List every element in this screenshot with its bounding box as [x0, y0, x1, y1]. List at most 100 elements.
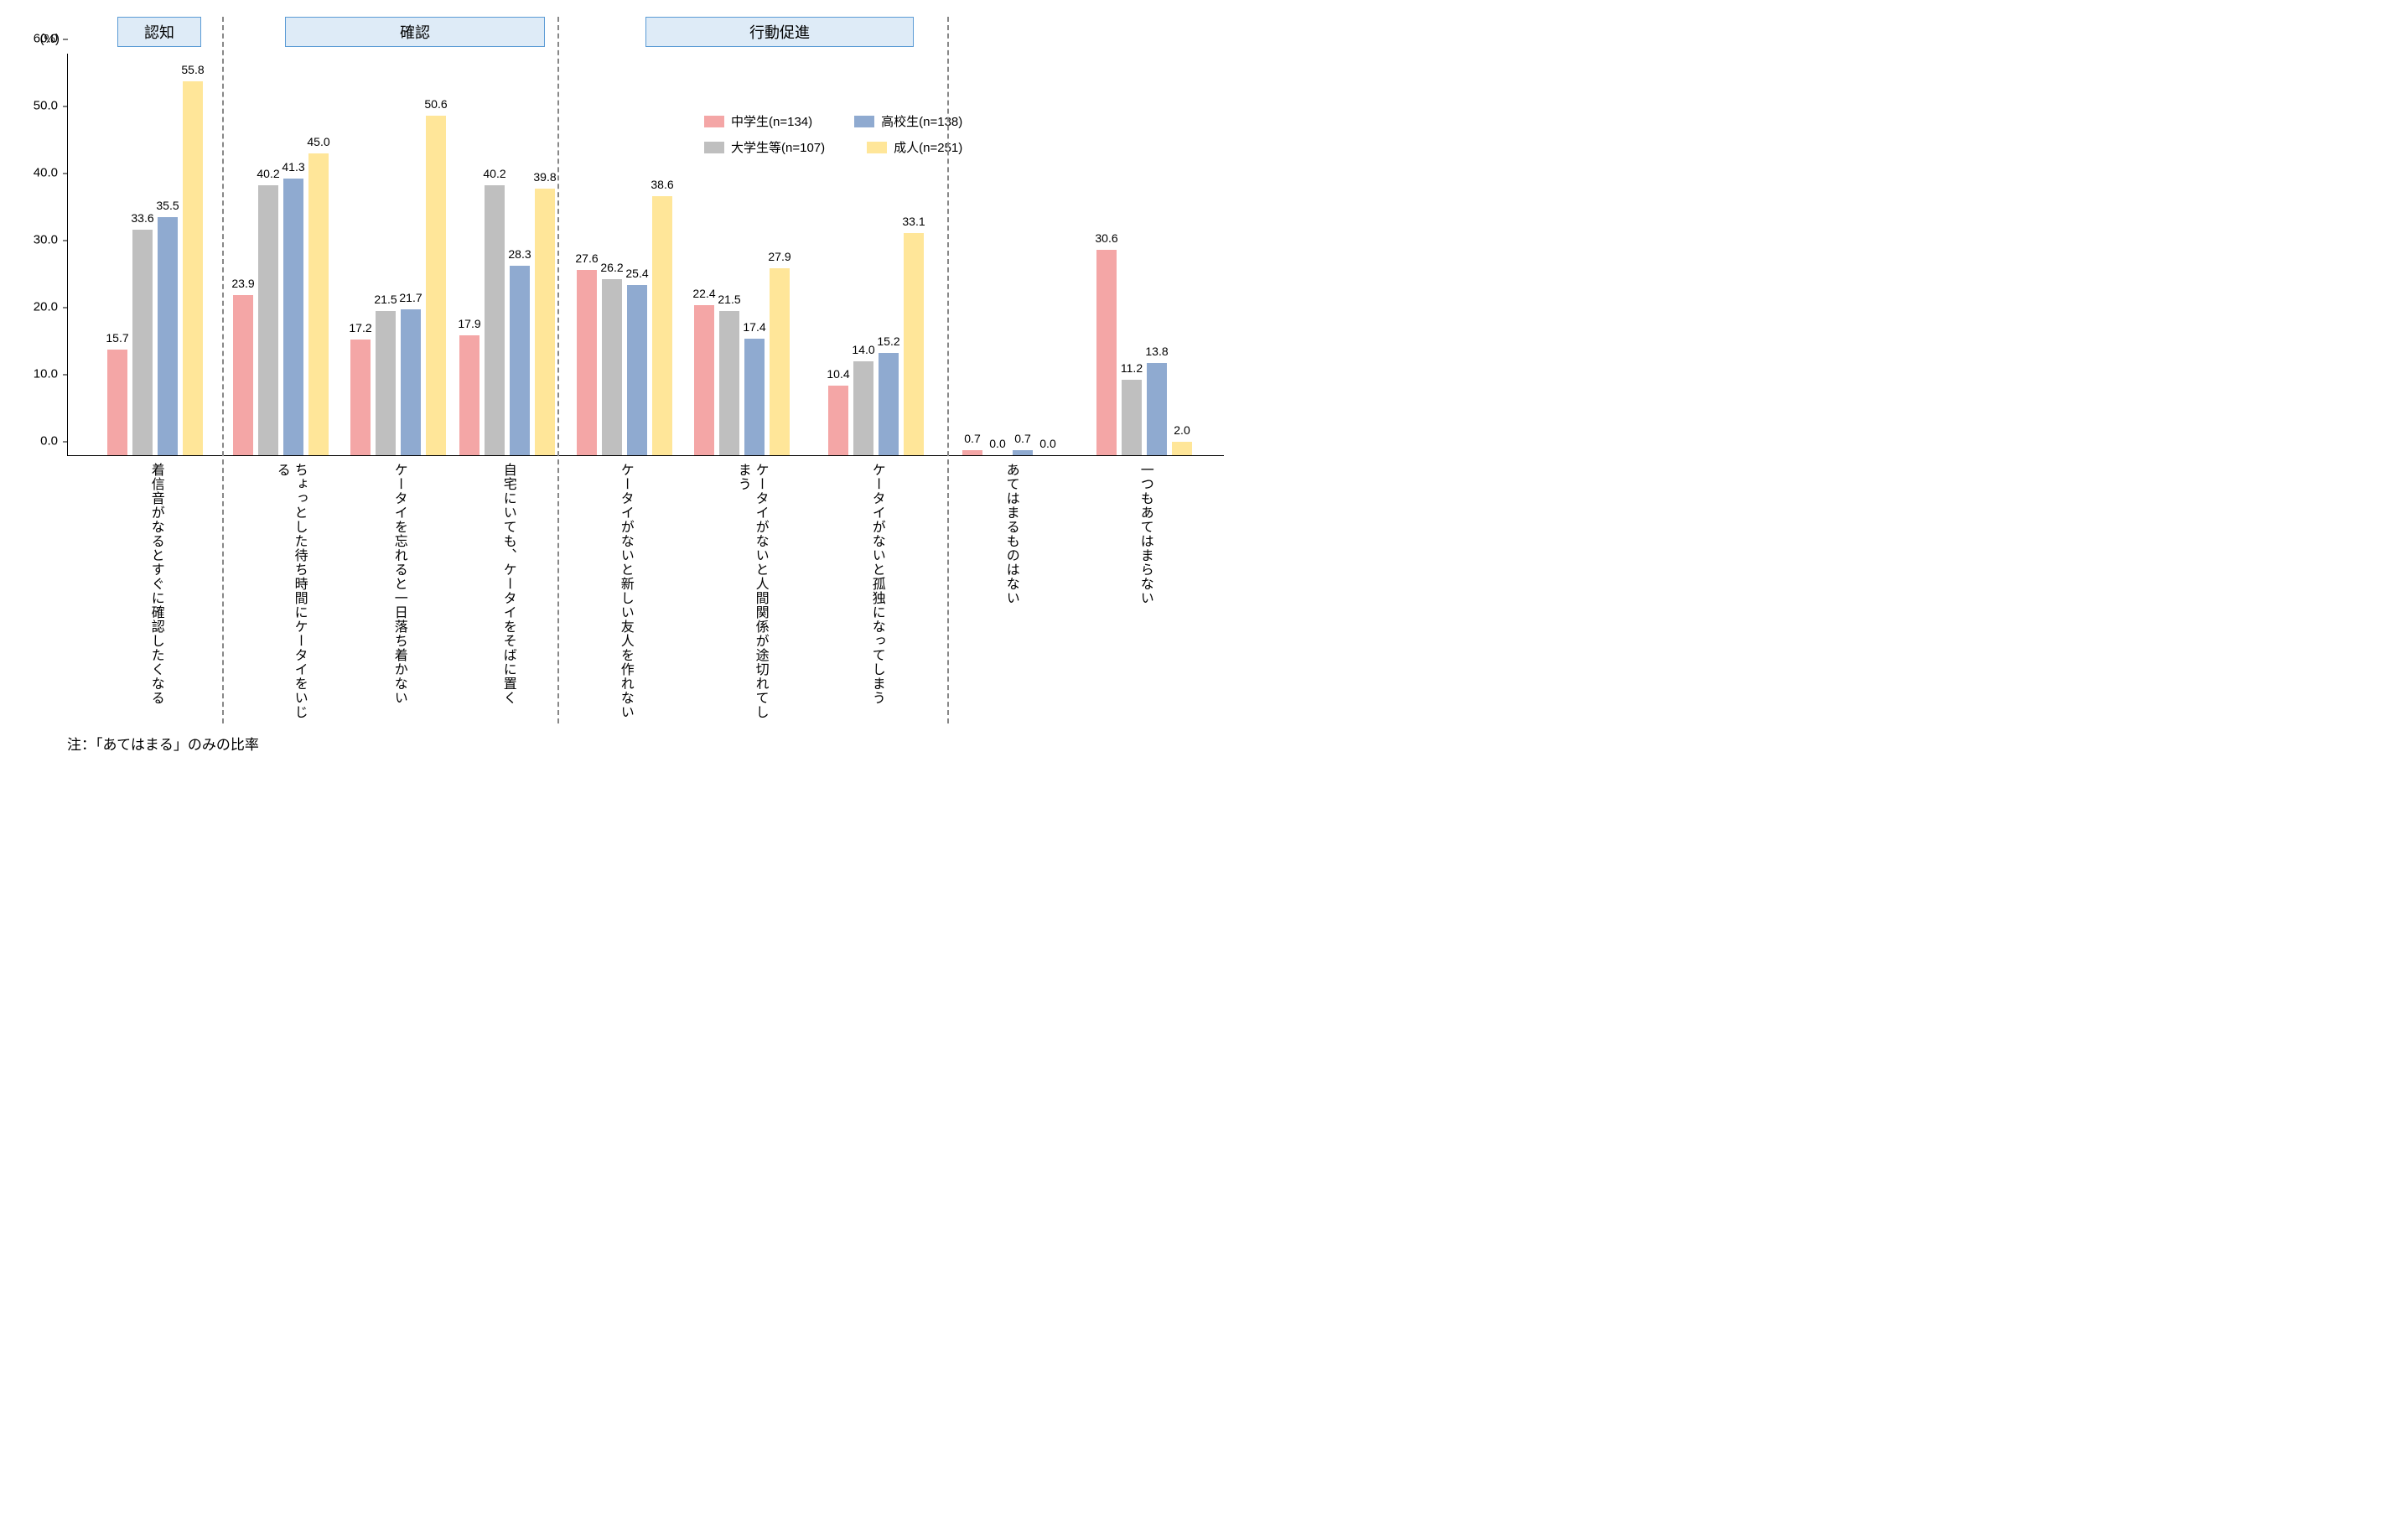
bar-value-label: 21.7: [399, 291, 422, 304]
bar-group: 27.626.225.438.6: [577, 196, 672, 455]
bar-value-label: 11.2: [1121, 361, 1143, 375]
bar-value-label: 10.4: [827, 367, 849, 381]
bar-value-label: 0.7: [1014, 432, 1030, 445]
legend-item: 高校生(n=138): [854, 112, 962, 130]
bar-value-label: 35.5: [156, 199, 179, 212]
bar: 41.3: [283, 179, 303, 455]
bar-group: 10.414.015.233.1: [828, 233, 924, 455]
plot-area: 0.010.020.030.040.050.060.0(%) 中学生(n=134…: [67, 54, 1224, 456]
x-axis-label: 着信音がなるとすぐに確認したくなる: [147, 463, 164, 705]
bar-value-label: 41.3: [282, 160, 304, 174]
legend-label: 成人(n=251): [894, 138, 962, 156]
bar: 26.2: [602, 279, 622, 455]
bar-value-label: 33.6: [131, 211, 153, 225]
legend-item: 中学生(n=134): [704, 112, 812, 130]
x-axis-label: ケータイがないと新しい友人を作れない: [616, 463, 634, 719]
bar: 0.7: [1013, 450, 1033, 455]
bar-value-label: 27.6: [575, 251, 598, 265]
bar: 13.8: [1147, 363, 1167, 455]
bar: 35.5: [158, 217, 178, 455]
legend-swatch: [704, 142, 724, 153]
bar: 27.6: [577, 270, 597, 455]
bar: 38.6: [652, 196, 672, 455]
x-axis-label: ちょっとした待ち時間にケータイをいじる: [272, 463, 308, 724]
bar: 40.2: [258, 185, 278, 455]
bar-value-label: 21.5: [374, 293, 397, 306]
section-header: 認知: [117, 17, 201, 47]
x-axis-label: ケータイを忘れると一日落ち着かない: [390, 463, 407, 705]
bar: 40.2: [485, 185, 505, 455]
y-axis: 0.010.020.030.040.050.060.0(%): [17, 54, 63, 455]
y-axis-line: [67, 54, 68, 455]
bar: 39.8: [535, 189, 555, 455]
bar-group: 17.940.228.339.8: [459, 185, 555, 455]
bar: 21.7: [401, 309, 421, 455]
y-tick: 50.0: [17, 99, 63, 113]
bar: 15.2: [879, 353, 899, 455]
bar: 0.7: [962, 450, 982, 455]
bar-value-label: 33.1: [902, 215, 925, 228]
legend-item: 大学生等(n=107): [704, 138, 825, 156]
chart-container: 認知確認行動促進 0.010.020.030.040.050.060.0(%) …: [17, 17, 1224, 754]
bar-group: 0.70.00.70.0: [962, 450, 1058, 455]
bar: 23.9: [233, 295, 253, 455]
bar: 33.6: [132, 230, 153, 455]
bar-group: 15.733.635.555.8: [107, 81, 203, 455]
bar: 14.0: [853, 361, 873, 455]
x-axis-labels: 着信音がなるとすぐに確認したくなる ちょっとした待ち時間にケータイをいじる ケータイ…: [67, 456, 1224, 724]
bar: 2.0: [1172, 442, 1192, 455]
bar-value-label: 26.2: [600, 261, 623, 274]
bar-value-label: 50.6: [424, 97, 447, 111]
bar-value-label: 40.2: [257, 167, 279, 180]
bar: 10.4: [828, 386, 848, 455]
footnote: 注：「あてはまる」のみの比率: [67, 733, 1224, 754]
bar-value-label: 21.5: [718, 293, 740, 306]
bar-group: 17.221.521.750.6: [350, 116, 446, 455]
bar-group: 30.611.213.82.0: [1096, 250, 1192, 455]
bar-value-label: 0.0: [989, 437, 1005, 450]
bar-value-label: 30.6: [1095, 231, 1117, 245]
bar-value-label: 55.8: [181, 63, 204, 76]
bar: 30.6: [1096, 250, 1117, 455]
bar-group: 22.421.517.427.9: [694, 268, 790, 455]
x-axis-label: 一つもあてはまらない: [1136, 463, 1153, 605]
bar: 28.3: [510, 266, 530, 455]
bar-value-label: 39.8: [533, 170, 556, 184]
bar: 55.8: [183, 81, 203, 455]
bar-value-label: 27.9: [768, 250, 790, 263]
legend-label: 高校生(n=138): [881, 112, 962, 130]
x-axis-label: ケータイがないと人間関係が途切れてしまう: [733, 463, 769, 724]
bar-value-label: 15.7: [106, 331, 128, 345]
bar: 21.5: [376, 311, 396, 455]
y-tick: 40.0: [17, 166, 63, 180]
y-tick: 0.0: [17, 434, 63, 449]
bar-value-label: 17.4: [743, 320, 765, 334]
bar: 33.1: [904, 233, 924, 455]
bar-group: 23.940.241.345.0: [233, 153, 329, 455]
bar-value-label: 38.6: [651, 178, 673, 191]
y-tick: 20.0: [17, 300, 63, 314]
bar: 27.9: [770, 268, 790, 455]
bar-value-label: 25.4: [625, 267, 648, 280]
bar: 25.4: [627, 285, 647, 455]
bar: 21.5: [719, 311, 739, 455]
x-axis-label: ケータイがないと孤独になってしまう: [868, 463, 885, 705]
bar: 45.0: [308, 153, 329, 455]
bar-value-label: 13.8: [1145, 345, 1168, 358]
bar-value-label: 23.9: [231, 277, 254, 290]
bar-value-label: 2.0: [1174, 423, 1190, 437]
bar: 17.4: [744, 339, 765, 455]
bar: 22.4: [694, 305, 714, 455]
y-tick: 10.0: [17, 367, 63, 381]
bar: 11.2: [1122, 380, 1142, 455]
legend-swatch: [867, 142, 887, 153]
legend-swatch: [704, 116, 724, 127]
bar-value-label: 17.9: [458, 317, 480, 330]
bar-value-label: 22.4: [692, 287, 715, 300]
legend-label: 大学生等(n=107): [731, 138, 825, 156]
bar-value-label: 15.2: [877, 334, 899, 348]
x-axis-label: 自宅にいても、ケータイをそばに置く: [499, 463, 516, 705]
bar-value-label: 28.3: [508, 247, 531, 261]
bar-value-label: 45.0: [307, 135, 329, 148]
bar-value-label: 40.2: [483, 167, 505, 180]
